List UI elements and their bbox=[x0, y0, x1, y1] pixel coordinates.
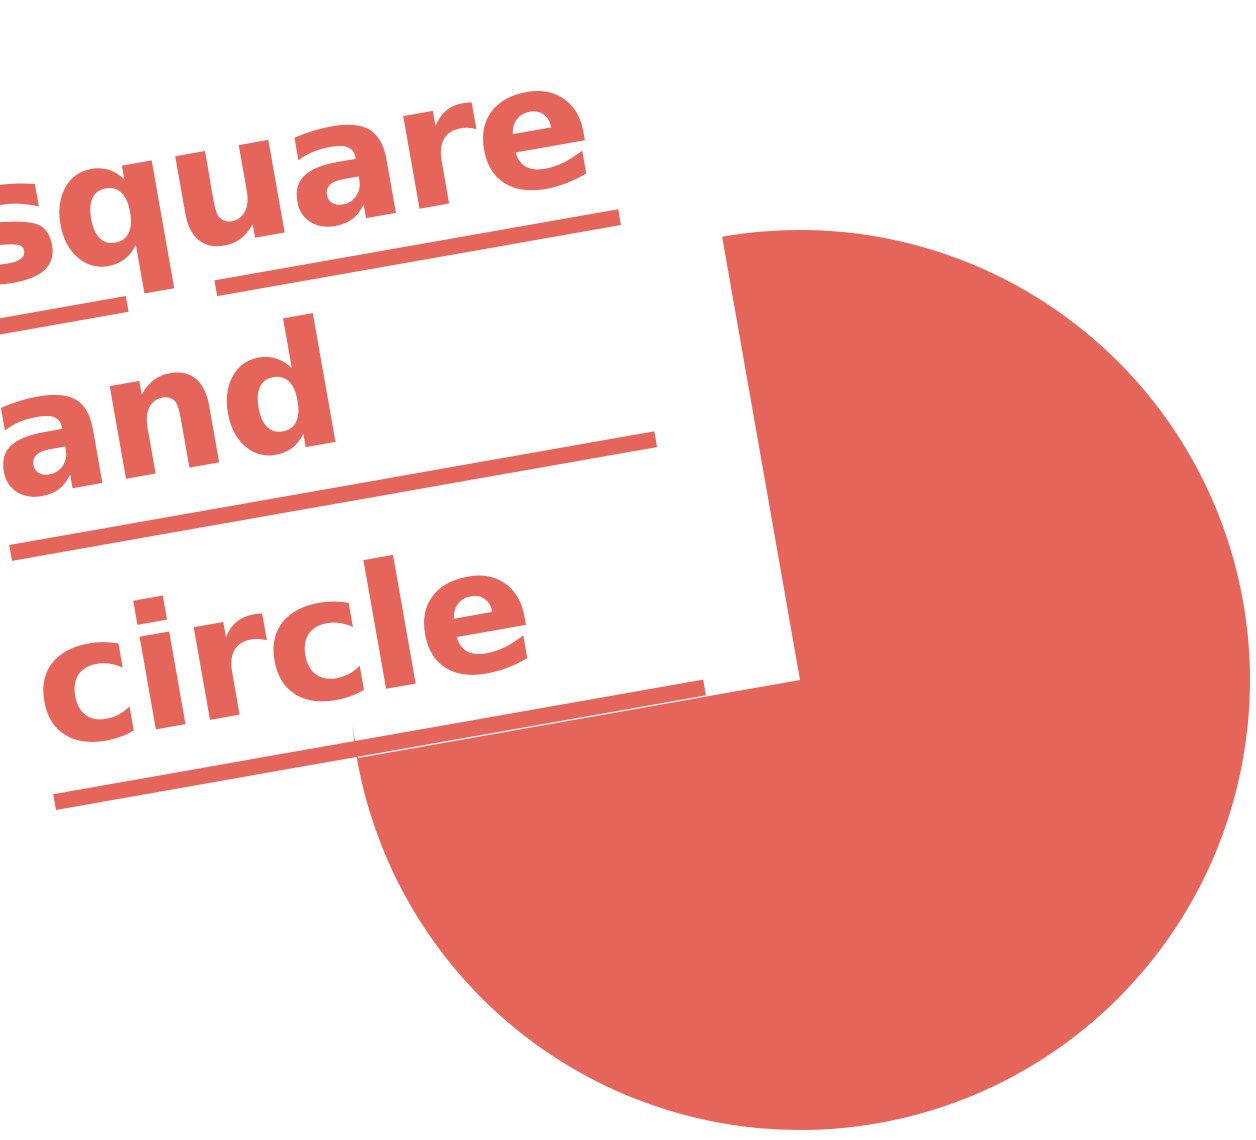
white-square-cutout bbox=[280, 236, 800, 758]
underline-square-right bbox=[214, 209, 621, 297]
underline-circle bbox=[53, 679, 706, 810]
underline-square-left bbox=[0, 296, 129, 340]
underline-and bbox=[9, 431, 658, 561]
